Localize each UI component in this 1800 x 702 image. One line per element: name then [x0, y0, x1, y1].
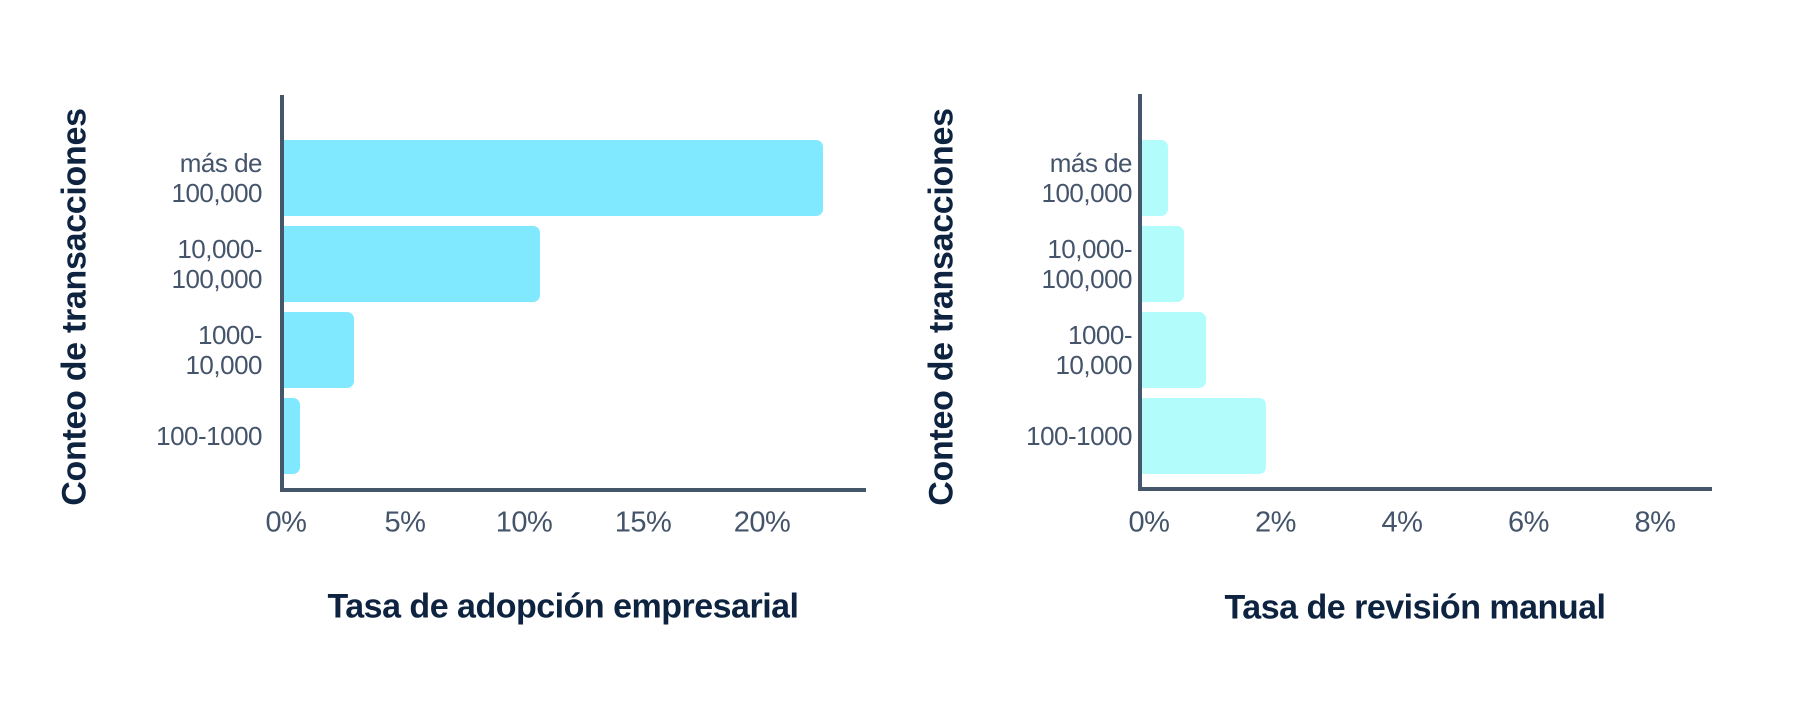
x-tick-label: 10% — [495, 506, 553, 539]
x-tick-label: 2% — [1255, 506, 1296, 539]
bar — [284, 140, 824, 216]
x-axis-line — [1138, 487, 1712, 491]
category-label: 1000- 10,000 — [185, 320, 262, 380]
category-label: 100-1000 — [156, 421, 262, 451]
x-tick-label: 4% — [1381, 506, 1423, 539]
bar — [1142, 140, 1169, 216]
x-axis-title: Tasa de revisión manual — [1224, 588, 1606, 627]
bar — [1142, 226, 1184, 302]
x-tick-label: 0% — [265, 506, 307, 539]
x-tick-label: 5% — [384, 506, 426, 539]
chart-adoption-rate: Conteo de transacciones más de 100,000 1… — [56, 95, 866, 626]
x-tick-label: 20% — [733, 506, 791, 539]
category-label: 1000- 10,000 — [1055, 320, 1132, 380]
category-label: 10,000- 100,000 — [171, 234, 263, 294]
category-label: 100-1000 — [1026, 421, 1132, 451]
x-axis-line — [280, 488, 866, 492]
x-tick-label: 15% — [614, 506, 672, 539]
category-label: 10,000- 100,000 — [1041, 234, 1133, 294]
y-axis-title: Conteo de transacciones — [922, 108, 961, 506]
bar — [284, 398, 300, 474]
x-tick-label: 8% — [1634, 506, 1676, 539]
x-tick-label: 6% — [1508, 506, 1549, 539]
bar — [1142, 398, 1267, 474]
x-tick-label: 0% — [1128, 506, 1170, 539]
bar — [284, 312, 355, 388]
x-axis-title: Tasa de adopción empresarial — [327, 587, 800, 626]
category-label: más de 100,000 — [171, 148, 263, 208]
y-axis-line — [280, 95, 284, 492]
category-label: más de 100,000 — [1041, 148, 1133, 208]
bar — [1142, 312, 1207, 388]
y-axis-line — [1138, 94, 1142, 491]
bar — [284, 226, 541, 302]
